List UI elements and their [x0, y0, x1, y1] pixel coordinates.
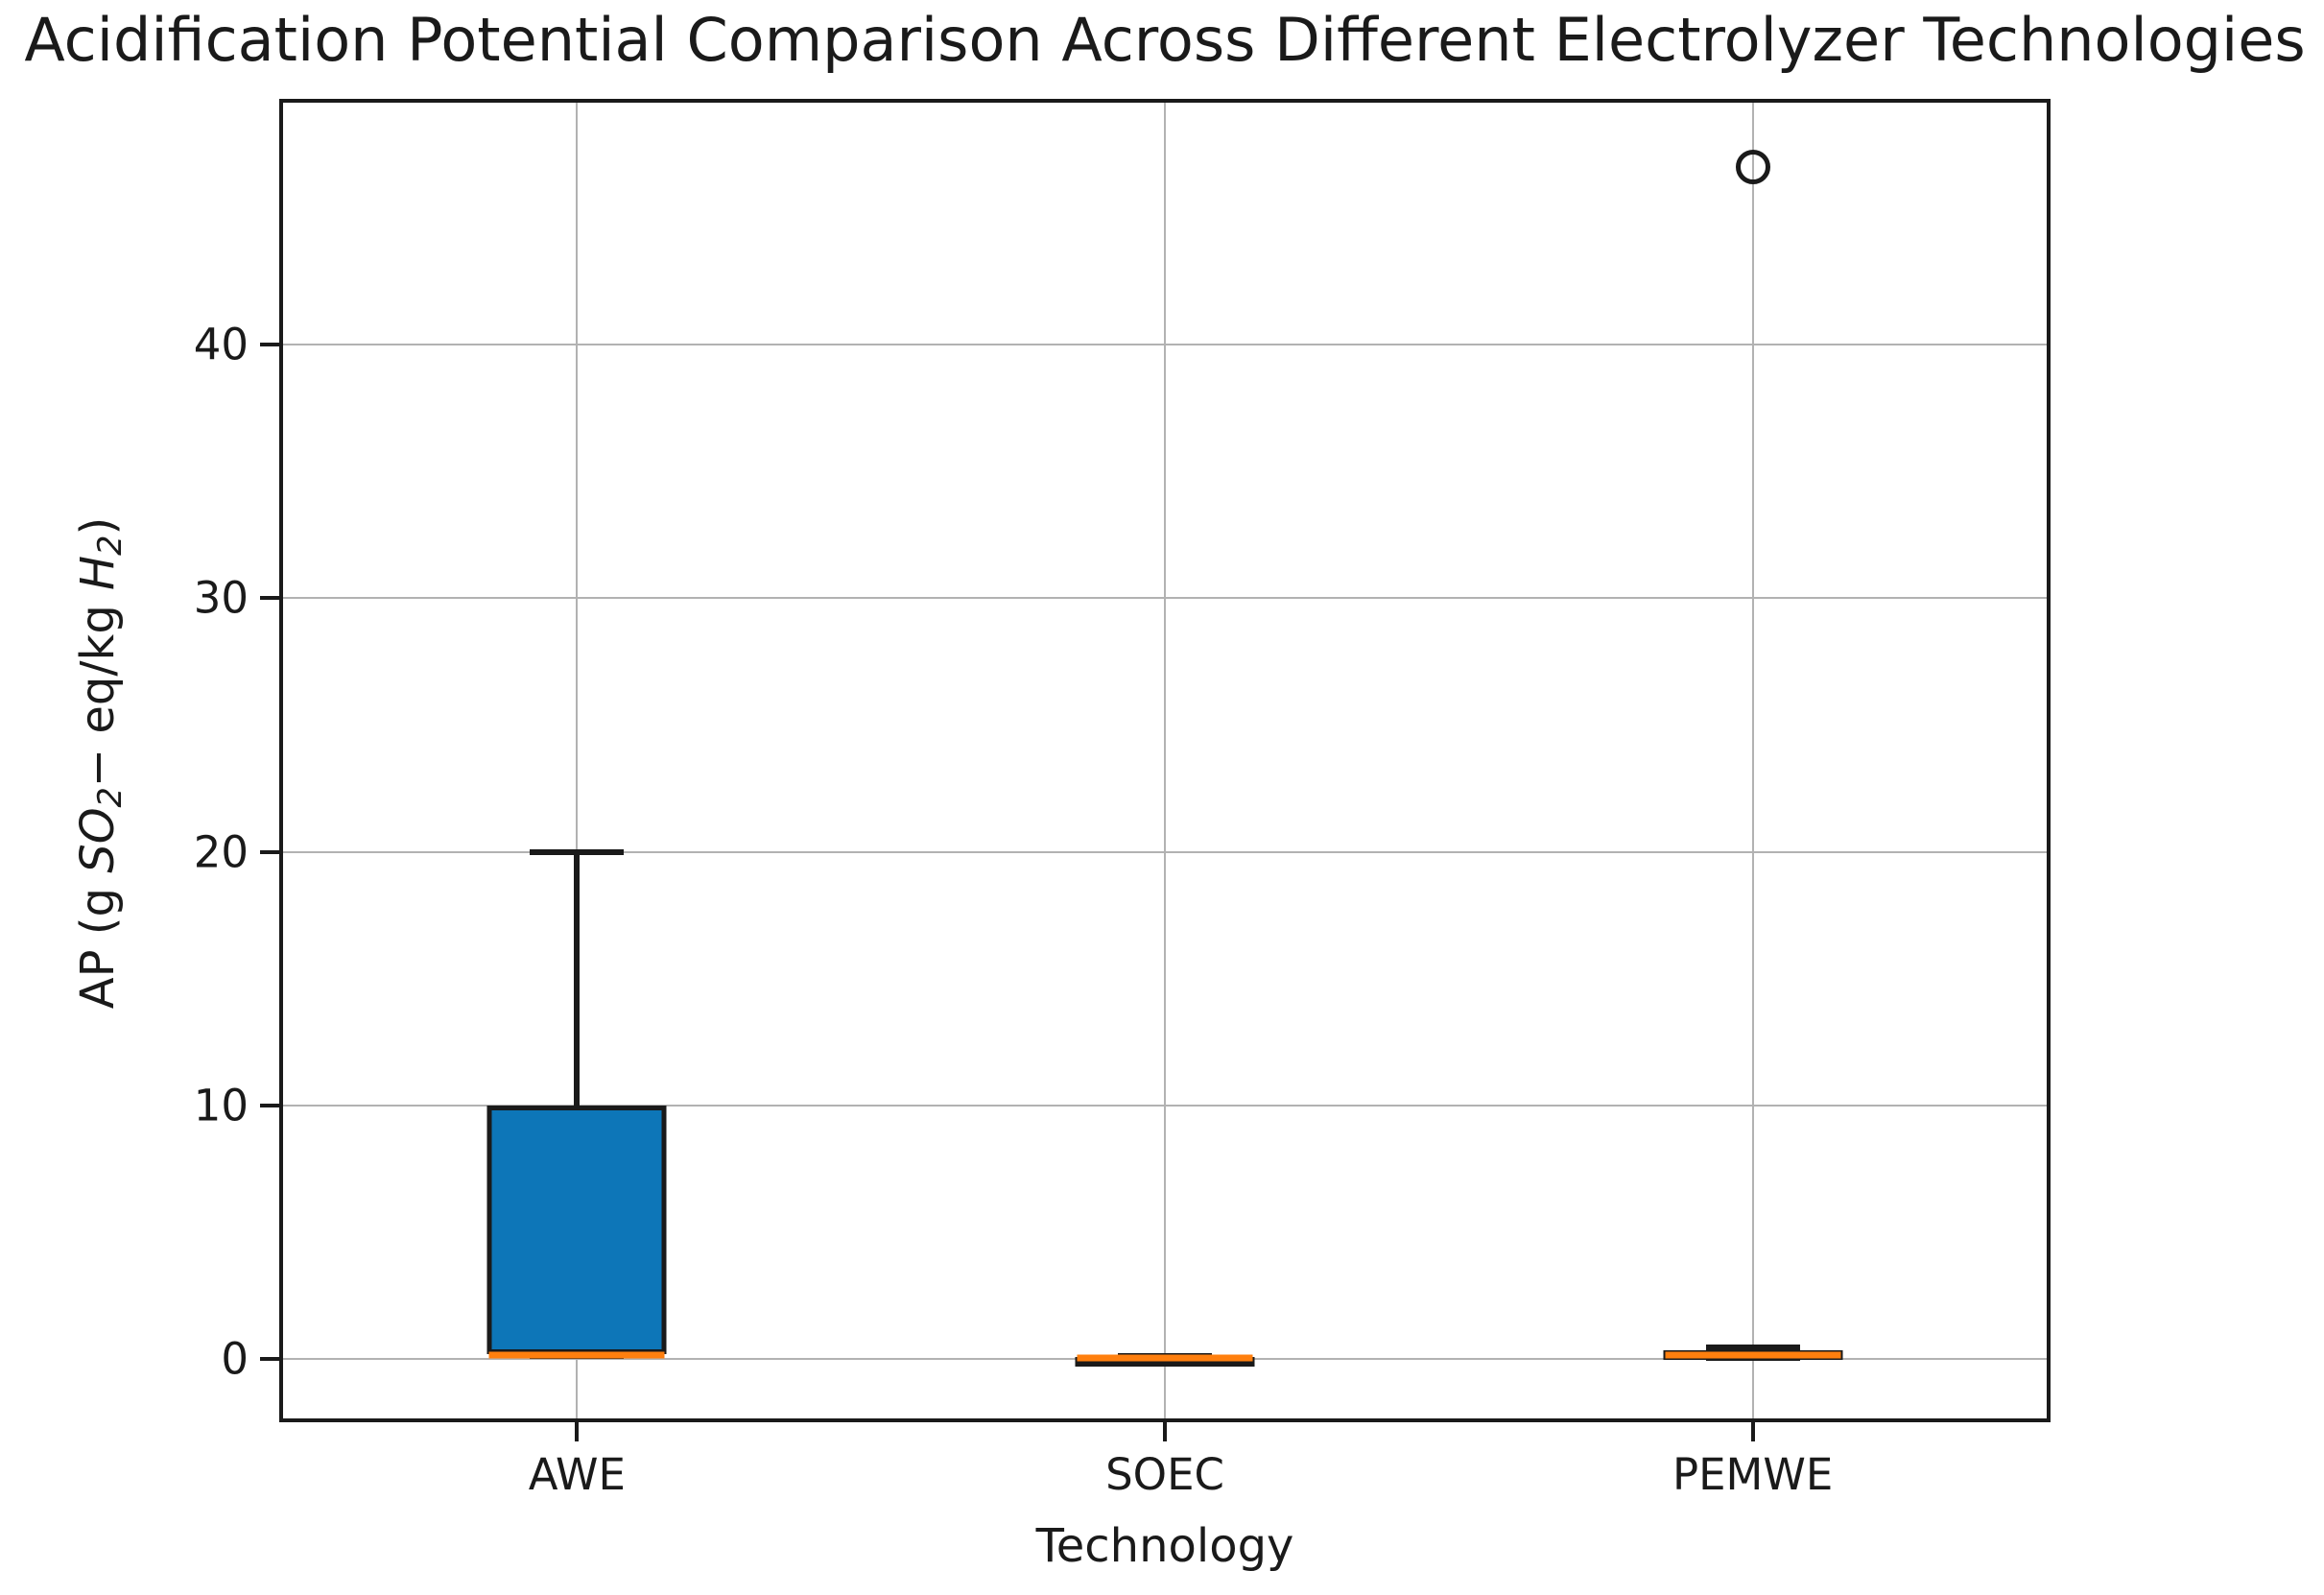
ylabel-h-subscript: 2 [91, 535, 130, 556]
y-tick-label: 20 [193, 826, 249, 878]
median-line-awe [488, 1351, 665, 1359]
x-tick-label: AWE [528, 1449, 626, 1500]
x-tick-mark [575, 1422, 580, 1441]
x-axis-label: Technology [1035, 1519, 1294, 1573]
ylabel-minus: − [70, 748, 125, 788]
median-line-pemwe [1665, 1351, 1841, 1359]
ylabel-suffix: ) [70, 516, 125, 536]
y-tick-label: 40 [193, 319, 249, 370]
outlier-marker-pemwe [1735, 150, 1770, 185]
y-tick-label: 0 [221, 1333, 249, 1385]
x-gridline [576, 103, 579, 1418]
ylabel-prefix: AP (g [70, 872, 125, 1010]
whisker-cap-upper-awe [530, 848, 625, 855]
ylabel-so2-subscript: 2 [91, 787, 130, 808]
y-tick-mark [260, 1356, 279, 1361]
x-tick-label: PEMWE [1672, 1449, 1834, 1500]
y-tick-mark [260, 1103, 279, 1107]
y-tick-label: 10 [193, 1080, 249, 1131]
whisker-upper-awe [574, 851, 581, 1106]
box-awe [486, 1105, 667, 1354]
y-tick-mark [260, 343, 279, 347]
median-line-soec [1077, 1354, 1253, 1362]
x-gridline [1164, 103, 1166, 1418]
x-tick-label: SOEC [1105, 1449, 1224, 1500]
plot-area [279, 99, 2051, 1422]
x-tick-mark [1750, 1422, 1755, 1441]
whisker-cap-upper-pemwe [1705, 1345, 1800, 1351]
y-tick-label: 30 [193, 572, 249, 624]
y-tick-mark [260, 849, 279, 854]
x-tick-mark [1163, 1422, 1167, 1441]
y-tick-mark [260, 596, 279, 601]
x-gridline [1751, 103, 1754, 1418]
chart-title: Acidification Potential Comparison Acros… [24, 5, 2306, 75]
